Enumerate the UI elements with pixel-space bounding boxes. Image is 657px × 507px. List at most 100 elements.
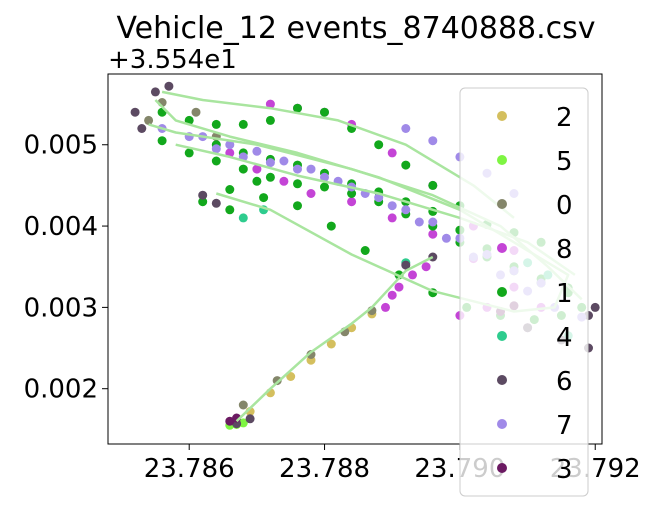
series-1-point [225, 205, 235, 215]
series-1-point [293, 179, 302, 189]
series-7-point [265, 158, 275, 168]
series-7-point [414, 217, 424, 227]
series-0-point [238, 400, 248, 410]
legend-label-6: 6 [556, 367, 573, 397]
series-8-point [252, 164, 262, 174]
series-8-point [428, 229, 438, 239]
y-tick-label: 0.002 [24, 375, 98, 405]
series-6-point [150, 87, 160, 97]
series-7-point [401, 205, 411, 215]
series-8-point [387, 213, 397, 223]
series-8-point [394, 282, 404, 292]
series-7-point [441, 233, 451, 243]
y-tick-label: 0.003 [24, 293, 98, 323]
series-1-point [265, 115, 275, 125]
series-6-point [590, 302, 600, 312]
series-1-point [374, 140, 384, 150]
series-1-point [320, 182, 329, 192]
x-tick-label: 23.786 [144, 454, 235, 484]
series-7-point [211, 144, 221, 154]
series-2-point [326, 339, 336, 349]
y-offset-text: +3.554e1 [108, 45, 237, 75]
series-6-point [164, 81, 174, 91]
legend-marker-4 [497, 331, 507, 341]
series-5-point [238, 418, 248, 428]
series-7-point [428, 136, 438, 146]
series-1-point [211, 156, 221, 166]
y-tick-label: 0.005 [24, 131, 98, 161]
series-7-point [387, 201, 397, 211]
series-1-point [238, 119, 248, 129]
series-6-point [130, 107, 140, 117]
series-1-point [259, 193, 269, 203]
legend-label-2: 2 [556, 103, 573, 133]
y-tick-label: 0.004 [24, 212, 98, 242]
legend-box [459, 87, 589, 497]
legend-marker-2 [497, 111, 507, 121]
legend-marker-3 [497, 463, 507, 473]
series-7-point [320, 172, 329, 182]
series-7-point [428, 217, 438, 227]
series-1-point [320, 107, 329, 117]
series-1-point [265, 172, 275, 182]
series-1-point [347, 189, 357, 198]
series-4-point [238, 213, 248, 223]
series-6-point [211, 198, 221, 208]
series-7-point [279, 156, 289, 166]
legend-marker-6 [497, 375, 507, 385]
series-0-point [191, 107, 201, 117]
series-2-point [286, 372, 296, 381]
series-0-point [272, 376, 282, 386]
series-8-point [381, 302, 390, 312]
plot-frame [107, 73, 603, 445]
legend: 2 5 0 8 1 4 6 7 3 [459, 87, 589, 497]
series-0-point [144, 115, 154, 125]
legend-marker-0 [497, 199, 507, 209]
series-8-point [387, 290, 397, 300]
series-6-point [401, 260, 411, 270]
legend-label-4: 4 [556, 323, 573, 353]
chart-title: Vehicle_12 events_8740888.csv [116, 11, 595, 46]
series-1-point [198, 197, 208, 207]
series-8-point [306, 189, 316, 198]
series-7-point [252, 146, 262, 156]
legend-label-5: 5 [556, 147, 573, 177]
series-6-point [245, 414, 255, 424]
legend-label-8: 8 [556, 235, 573, 265]
series-8-point [408, 270, 417, 280]
overlay-path [235, 255, 434, 423]
series-1-point [293, 103, 302, 113]
series-7-point [293, 164, 302, 174]
series-1-point [252, 176, 262, 186]
series-1-point [225, 185, 235, 194]
x-tick-label: 23.788 [279, 454, 370, 484]
series-1-point [157, 136, 167, 146]
series-1-point [360, 246, 370, 255]
series-8-point [347, 197, 357, 207]
series-1-point [428, 180, 438, 190]
series-8-point [421, 262, 431, 272]
legend-marker-7 [497, 419, 507, 429]
series-1-point [401, 160, 411, 170]
series-0-point [306, 350, 316, 359]
series-1-point [326, 221, 336, 231]
series-7-point [225, 140, 235, 150]
series-1-point [238, 164, 248, 174]
series-1-point [184, 148, 194, 158]
legend-label-3: 3 [556, 455, 573, 485]
series-8-point [279, 176, 289, 186]
series-8-point [265, 99, 275, 109]
series-1-point [293, 201, 302, 211]
legend-marker-1 [497, 287, 507, 297]
legend-label-7: 7 [556, 411, 573, 441]
series-7-point [306, 164, 316, 174]
legend-label-0: 0 [556, 191, 573, 221]
series-6-point [137, 124, 147, 133]
legend-marker-5 [497, 155, 507, 165]
series-1-point [211, 119, 221, 129]
legend-label-1: 1 [556, 279, 573, 309]
series-7-point [401, 124, 411, 133]
series-6-point [198, 190, 208, 200]
series-3-point [225, 416, 235, 426]
